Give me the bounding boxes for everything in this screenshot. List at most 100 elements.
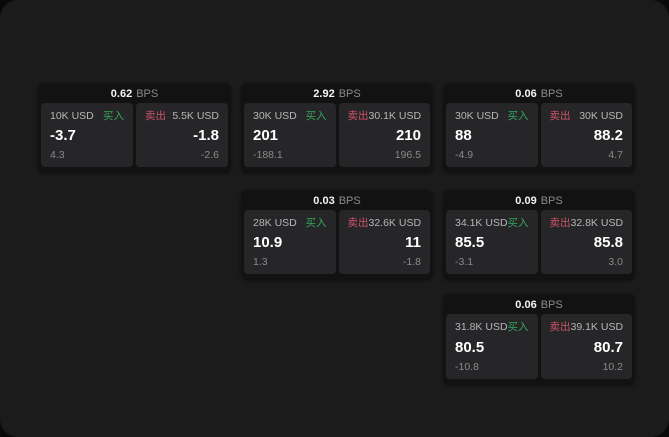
buy-meta-row: 34.1K USD 买入 — [455, 217, 529, 229]
sell-delta: 3.0 — [608, 256, 623, 268]
buy-delta: 1.3 — [253, 256, 268, 268]
buy-amount: 30K USD — [455, 110, 499, 122]
buy-delta: -3.1 — [455, 256, 474, 268]
sell-side-label: 卖出 — [549, 110, 571, 122]
sell-side-label: 卖出 — [347, 217, 369, 229]
bps-unit-label: BPS — [540, 299, 563, 311]
buy-amount: 34.1K USD — [455, 217, 508, 229]
buy-quote-tile[interactable]: 28K USD 买入 10.9 1.3 — [244, 210, 336, 274]
quote-card: 0.06 BPS 30K USD 买入 88 -4.9 卖出 30K USD 8… — [443, 83, 635, 173]
bps-header: 0.03 BPS — [244, 193, 430, 210]
quote-card-body: 30K USD 买入 201 -188.1 卖出 30.1K USD 210 1… — [244, 103, 430, 167]
sell-delta: 196.5 — [394, 149, 421, 161]
bps-value: 0.03 — [313, 195, 335, 207]
buy-quote-tile[interactable]: 30K USD 买入 88 -4.9 — [446, 103, 538, 167]
bps-unit-label: BPS — [540, 88, 563, 100]
sell-amount: 30K USD — [579, 110, 623, 122]
buy-amount: 31.8K USD — [455, 321, 508, 333]
quote-card-body: 28K USD 买入 10.9 1.3 卖出 32.6K USD 11 -1.8 — [244, 210, 430, 274]
sell-side-label: 卖出 — [347, 110, 369, 122]
quote-card-body: 10K USD 买入 -3.7 4.3 卖出 5.5K USD -1.8 -2.… — [41, 103, 228, 167]
buy-price: -3.7 — [50, 127, 76, 144]
buy-delta: -188.1 — [253, 149, 283, 161]
sell-delta: 10.2 — [602, 361, 623, 373]
buy-quote-tile[interactable]: 34.1K USD 买入 85.5 -3.1 — [446, 210, 538, 274]
sell-side-label: 卖出 — [549, 217, 571, 229]
sell-amount: 39.1K USD — [570, 321, 624, 333]
quote-card-body: 30K USD 买入 88 -4.9 卖出 30K USD 88.2 4.7 — [446, 103, 632, 167]
sell-meta-row: 卖出 30K USD — [550, 110, 624, 122]
sell-price: 11 — [405, 234, 421, 251]
bps-unit-label: BPS — [338, 195, 361, 207]
buy-quote-tile[interactable]: 10K USD 买入 -3.7 4.3 — [41, 103, 133, 167]
buy-meta-row: 30K USD 买入 — [253, 110, 327, 122]
quote-card: 2.92 BPS 30K USD 买入 201 -188.1 卖出 30.1K … — [241, 83, 433, 173]
sell-delta: -1.8 — [402, 256, 421, 268]
sell-quote-tile[interactable]: 卖出 5.5K USD -1.8 -2.6 — [136, 103, 228, 167]
buy-price: 80.5 — [455, 338, 485, 356]
buy-amount: 28K USD — [253, 217, 297, 229]
sell-meta-row: 卖出 39.1K USD — [550, 321, 624, 333]
sell-quote-tile[interactable]: 卖出 39.1K USD 80.7 10.2 — [540, 314, 632, 379]
bps-value: 2.92 — [313, 88, 335, 100]
sell-meta-row: 卖出 30.1K USD — [348, 110, 422, 122]
sell-meta-row: 卖出 5.5K USD — [145, 110, 219, 122]
sell-amount: 32.8K USD — [570, 217, 624, 229]
buy-side-label: 买入 — [507, 110, 529, 122]
bps-unit-label: BPS — [540, 195, 563, 207]
bps-unit-label: BPS — [338, 88, 361, 100]
buy-meta-row: 28K USD 买入 — [253, 217, 327, 229]
buy-meta-row: 10K USD 买入 — [50, 110, 124, 122]
bps-value: 0.62 — [110, 88, 133, 100]
bps-header: 0.62 BPS — [41, 86, 228, 103]
buy-quote-tile[interactable]: 30K USD 买入 201 -188.1 — [244, 103, 336, 167]
bps-header: 0.06 BPS — [446, 86, 632, 103]
sell-price: -1.8 — [193, 127, 219, 144]
buy-amount: 30K USD — [253, 110, 297, 122]
buy-meta-row: 30K USD 买入 — [455, 110, 529, 122]
buy-delta: 4.3 — [50, 149, 65, 161]
buy-amount: 10K USD — [50, 110, 94, 122]
sell-delta: -2.6 — [200, 149, 219, 161]
buy-meta-row: 31.8K USD 买入 — [455, 321, 529, 333]
quote-card: 0.03 BPS 28K USD 买入 10.9 1.3 卖出 32.6K US… — [241, 190, 433, 280]
sell-quote-tile[interactable]: 卖出 30.1K USD 210 196.5 — [338, 103, 430, 167]
buy-delta: -10.8 — [455, 361, 479, 373]
sell-price: 210 — [395, 127, 421, 144]
sell-amount: 5.5K USD — [172, 110, 219, 122]
bps-unit-label: BPS — [136, 88, 159, 100]
sell-quote-tile[interactable]: 卖出 32.6K USD 11 -1.8 — [338, 210, 430, 274]
buy-delta: -4.9 — [455, 149, 474, 161]
quote-card-body: 34.1K USD 买入 85.5 -3.1 卖出 32.8K USD 85.8… — [446, 210, 632, 274]
buy-quote-tile[interactable]: 31.8K USD 买入 80.5 -10.8 — [446, 314, 538, 379]
sell-side-label: 卖出 — [549, 321, 571, 333]
bps-value: 0.06 — [515, 88, 537, 100]
quote-card-body: 31.8K USD 买入 80.5 -10.8 卖出 39.1K USD 80.… — [446, 314, 632, 379]
buy-side-label: 买入 — [305, 217, 327, 229]
buy-price: 10.9 — [253, 234, 283, 251]
buy-price: 201 — [253, 127, 279, 144]
sell-price: 85.8 — [593, 234, 623, 251]
bps-header: 0.09 BPS — [446, 193, 632, 210]
sell-quote-tile[interactable]: 卖出 32.8K USD 85.8 3.0 — [540, 210, 632, 274]
buy-price: 85.5 — [455, 234, 485, 251]
buy-side-label: 买入 — [305, 110, 327, 122]
bps-value: 0.09 — [515, 195, 537, 207]
sell-price: 88.2 — [593, 127, 623, 144]
bps-value: 0.06 — [515, 299, 537, 311]
sell-amount: 32.6K USD — [368, 217, 422, 229]
sell-amount: 30.1K USD — [368, 110, 422, 122]
bps-header: 2.92 BPS — [244, 86, 430, 103]
buy-side-label: 买入 — [103, 110, 124, 122]
buy-side-label: 买入 — [507, 321, 529, 333]
sell-side-label: 卖出 — [145, 110, 166, 122]
quote-card: 0.09 BPS 34.1K USD 买入 85.5 -3.1 卖出 32.8K… — [443, 190, 635, 280]
sell-quote-tile[interactable]: 卖出 30K USD 88.2 4.7 — [540, 103, 632, 167]
buy-price: 88 — [455, 127, 472, 144]
sell-meta-row: 卖出 32.6K USD — [348, 217, 422, 229]
sell-meta-row: 卖出 32.8K USD — [550, 217, 624, 229]
sell-delta: 4.7 — [608, 149, 623, 161]
bps-header: 0.06 BPS — [446, 297, 632, 314]
buy-side-label: 买入 — [507, 217, 529, 229]
